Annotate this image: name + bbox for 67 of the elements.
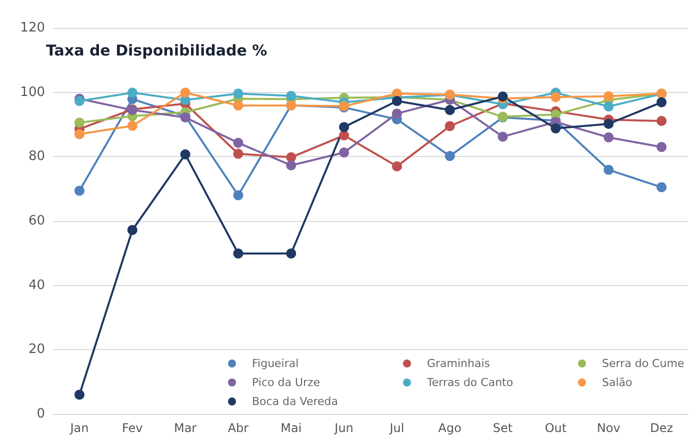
- point: [604, 118, 614, 129]
- point: [233, 248, 244, 258]
- point: [550, 92, 561, 102]
- y-tick-label: 80: [28, 149, 45, 164]
- y-tick-label: 60: [28, 214, 45, 228]
- x-tick-label: Dez: [650, 421, 674, 435]
- point: [604, 132, 614, 142]
- x-tick-label: Mar: [174, 421, 197, 435]
- legend-label: Salão: [602, 376, 633, 389]
- point: [286, 90, 296, 101]
- y-tick-label: 120: [20, 20, 45, 36]
- point: [74, 96, 84, 106]
- point: [74, 186, 84, 196]
- x-tick-label: Jul: [388, 421, 404, 435]
- point: [604, 164, 614, 175]
- point: [392, 161, 402, 172]
- x-tick-label: Set: [492, 421, 513, 435]
- point: [444, 121, 455, 132]
- legend-label: Graminhais: [427, 357, 490, 370]
- text: Taxa de Disponibilidade %: [46, 42, 268, 60]
- point: [339, 130, 350, 140]
- point: [233, 190, 244, 200]
- point: [233, 138, 244, 148]
- point: [233, 100, 244, 111]
- x-tick-label: Out: [544, 421, 567, 435]
- point: [339, 147, 350, 158]
- point: [656, 116, 667, 126]
- x-tick-label: Abr: [228, 421, 249, 435]
- point: [444, 105, 455, 116]
- point: [604, 101, 614, 112]
- point: [604, 91, 614, 102]
- point: [74, 118, 84, 128]
- point: [656, 182, 667, 192]
- point: [656, 97, 667, 108]
- point: [233, 148, 244, 159]
- legend-label: Terras do Canto: [426, 376, 514, 389]
- point: [127, 120, 138, 131]
- legend-label: Serra do Cume: [602, 357, 684, 370]
- point: [74, 390, 84, 400]
- legend-label: Figueiral: [252, 357, 299, 370]
- point: [74, 129, 84, 140]
- legend-label: Pico da Urze: [252, 376, 320, 389]
- x-tick-label: Jan: [69, 421, 89, 435]
- y-tick-label: 40: [28, 278, 45, 293]
- point: [339, 122, 350, 132]
- point: [392, 108, 402, 119]
- point: [180, 88, 190, 98]
- point: [498, 132, 508, 142]
- x-tick-label: Ago: [438, 421, 462, 435]
- point: [127, 88, 138, 98]
- legend-label: Boca da Vereda: [252, 395, 338, 408]
- point: [550, 123, 561, 134]
- point: [286, 248, 296, 258]
- point: [392, 96, 402, 106]
- point: [444, 151, 455, 162]
- x-tick-label: Fev: [122, 421, 143, 435]
- x-tick-label: Jun: [334, 421, 354, 435]
- point: [127, 225, 138, 236]
- point: [180, 149, 190, 160]
- y-tick-label: 0: [36, 406, 45, 422]
- y-tick-label: 100: [20, 84, 45, 100]
- x-tick-label: Nov: [596, 421, 620, 435]
- point: [656, 142, 667, 152]
- point: [286, 160, 296, 170]
- x-tick-label: Mai: [280, 421, 302, 435]
- point: [233, 88, 244, 99]
- y-tick-label: 20: [28, 342, 45, 358]
